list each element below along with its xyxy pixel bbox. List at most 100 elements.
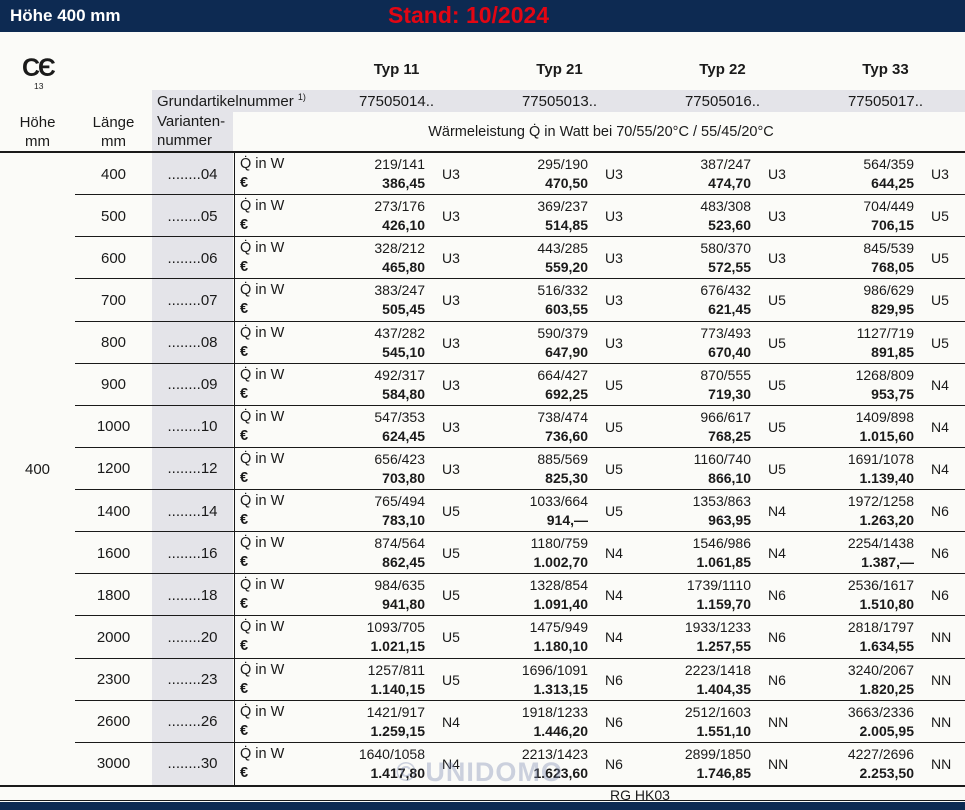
connection-code: U3 [931, 166, 949, 183]
watt-value: 845/539 [863, 240, 914, 257]
connection-code: N6 [931, 545, 949, 562]
watt-value: 492/317 [374, 366, 425, 383]
price-value: 866,10 [708, 469, 751, 486]
watt-row-label: Q̇ in W [240, 282, 285, 299]
value-block: 845/539 768,05 [804, 239, 914, 277]
row-labels: Q̇ in W € [240, 281, 284, 319]
value-block: 273/176 426,10 [315, 197, 425, 235]
table-row: 2600 ........26 Q̇ in W €1421/917 1.259,15 N4… [0, 701, 965, 743]
type-cell: 765/494 783,10 U5 [315, 490, 478, 532]
watt-value: 483/308 [700, 198, 751, 215]
price-value: 1.015,60 [859, 427, 915, 444]
price-value: 914,— [546, 512, 588, 528]
euro-row-label: € [240, 175, 249, 191]
type-cell: 2818/1797 1.634,55 NN [804, 616, 965, 658]
watt-value: 966/617 [700, 408, 751, 425]
euro-row-label: € [240, 217, 249, 234]
watt-value: 1640/1058 [358, 745, 425, 762]
euro-row-label: € [240, 385, 249, 402]
watt-value: 2213/1423 [521, 745, 588, 762]
value-block: 437/282 545,10 [315, 324, 425, 362]
type-cell: 1409/898 1.015,60 N4 [804, 406, 965, 448]
connection-code: U5 [768, 460, 786, 477]
connection-code: NN [931, 713, 952, 730]
connection-code: U3 [442, 166, 460, 183]
table-row: 3000 ........30 Q̇ in W €1640/1058 1.417,80 N… [0, 743, 965, 785]
watt-value: 273/176 [374, 198, 425, 215]
price-value: 719,30 [708, 385, 751, 402]
value-block: 1093/705 1.021,15 [315, 618, 425, 656]
connection-code: U5 [442, 629, 460, 646]
value-block: 483/308 523,60 [641, 197, 751, 235]
connection-code: N6 [931, 587, 949, 604]
euro-row-label: € [240, 343, 249, 360]
type-cell: 845/539 768,05 U5 [804, 237, 965, 279]
watt-value: 704/449 [863, 198, 914, 215]
value-block: 383/247 505,45 [315, 281, 425, 319]
type-cell: 492/317 584,80 U3 [315, 364, 478, 406]
watt-value: 874/564 [374, 535, 425, 552]
price-value: 706,15 [871, 217, 914, 234]
type-cell: 1696/1091 1.313,15 N6 [478, 659, 641, 701]
hoehe-value: 400 [24, 460, 51, 478]
watt-value: 4227/2696 [847, 745, 914, 762]
watt-value: 3663/2336 [847, 703, 914, 720]
value-block: 738/474 736,60 [478, 408, 588, 446]
type-cell: 2899/1850 1.746,85 NN [641, 743, 804, 785]
value-block: 1691/1078 1.139,40 [804, 450, 914, 488]
row-labels: Q̇ in W € [240, 239, 284, 277]
value-block: 765/494 783,10 [315, 492, 425, 530]
price-value: 1.180,10 [533, 638, 589, 655]
varianten-column-background [152, 112, 233, 785]
stand-date: Stand: 10/2024 [388, 2, 550, 28]
connection-code: NN [931, 629, 952, 646]
vertical-divider-line [234, 153, 235, 785]
price-value: 1.551,10 [696, 722, 752, 739]
price-value: 647,90 [545, 343, 588, 360]
watt-value: 984/635 [374, 577, 425, 594]
watt-value: 590/379 [537, 324, 588, 341]
type-cell: 664/427 692,25 U5 [478, 364, 641, 406]
laenge-value: 400 [100, 165, 127, 183]
watt-value: 443/285 [537, 240, 588, 257]
watt-value: 1691/1078 [847, 450, 914, 467]
price-value: 545,10 [382, 343, 425, 360]
connection-code: U5 [442, 671, 460, 688]
type-cell: 295/190 470,50 U3 [478, 153, 641, 195]
value-block: 590/379 647,90 [478, 324, 588, 362]
ce-number: 13 [34, 81, 44, 91]
watt-value: 1421/917 [366, 703, 425, 720]
watt-value: 369/237 [537, 198, 588, 215]
table-row: 1600 ........16 Q̇ in W €874/564 862,45 U5 118… [0, 532, 965, 575]
type-cell: 1257/811 1.140,15 U5 [315, 659, 478, 701]
bottom-bar [0, 802, 965, 810]
type-cell: 1972/1258 1.263,20 N6 [804, 490, 965, 532]
register-code: RG HK03 [610, 787, 670, 803]
type-cell: 1328/854 1.091,40 N4 [478, 574, 641, 616]
header-divider-line [0, 151, 965, 153]
watt-row-label: Q̇ in W [240, 408, 285, 425]
laenge-label: Länge [92, 114, 135, 131]
waermeleistung-header: Wärmeleistung Q̇ in Watt bei 70/55/20°C … [428, 124, 774, 140]
connection-code: NN [931, 671, 952, 688]
connection-code: U5 [768, 334, 786, 351]
value-block: 4227/2696 2.253,50 [804, 745, 914, 783]
laenge-unit: mm [101, 133, 126, 150]
table-row: 1400 ........14 Q̇ in W €765/494 783,10 U5 103… [0, 490, 965, 533]
connection-code: U3 [605, 250, 623, 267]
type-cell: 1918/1233 1.446,20 N6 [478, 701, 641, 743]
type-cell: 656/423 703,80 U3 [315, 448, 478, 490]
value-block: 295/190 470,50 [478, 155, 588, 193]
connection-code: U3 [442, 376, 460, 393]
price-value: 670,40 [708, 343, 751, 360]
row-labels: Q̇ in W € [240, 618, 284, 656]
watt-value: 885/569 [537, 450, 588, 467]
hoehe-column-header: Höhe mm [0, 113, 75, 151]
watt-value: 870/555 [700, 366, 751, 383]
type-cell: 1093/705 1.021,15 U5 [315, 616, 478, 658]
connection-code: N4 [442, 713, 460, 730]
type-cell: 516/332 603,55 U3 [478, 279, 641, 321]
varianten-nummer-value: ........12 [167, 460, 218, 478]
price-value: 1.634,55 [859, 638, 915, 655]
